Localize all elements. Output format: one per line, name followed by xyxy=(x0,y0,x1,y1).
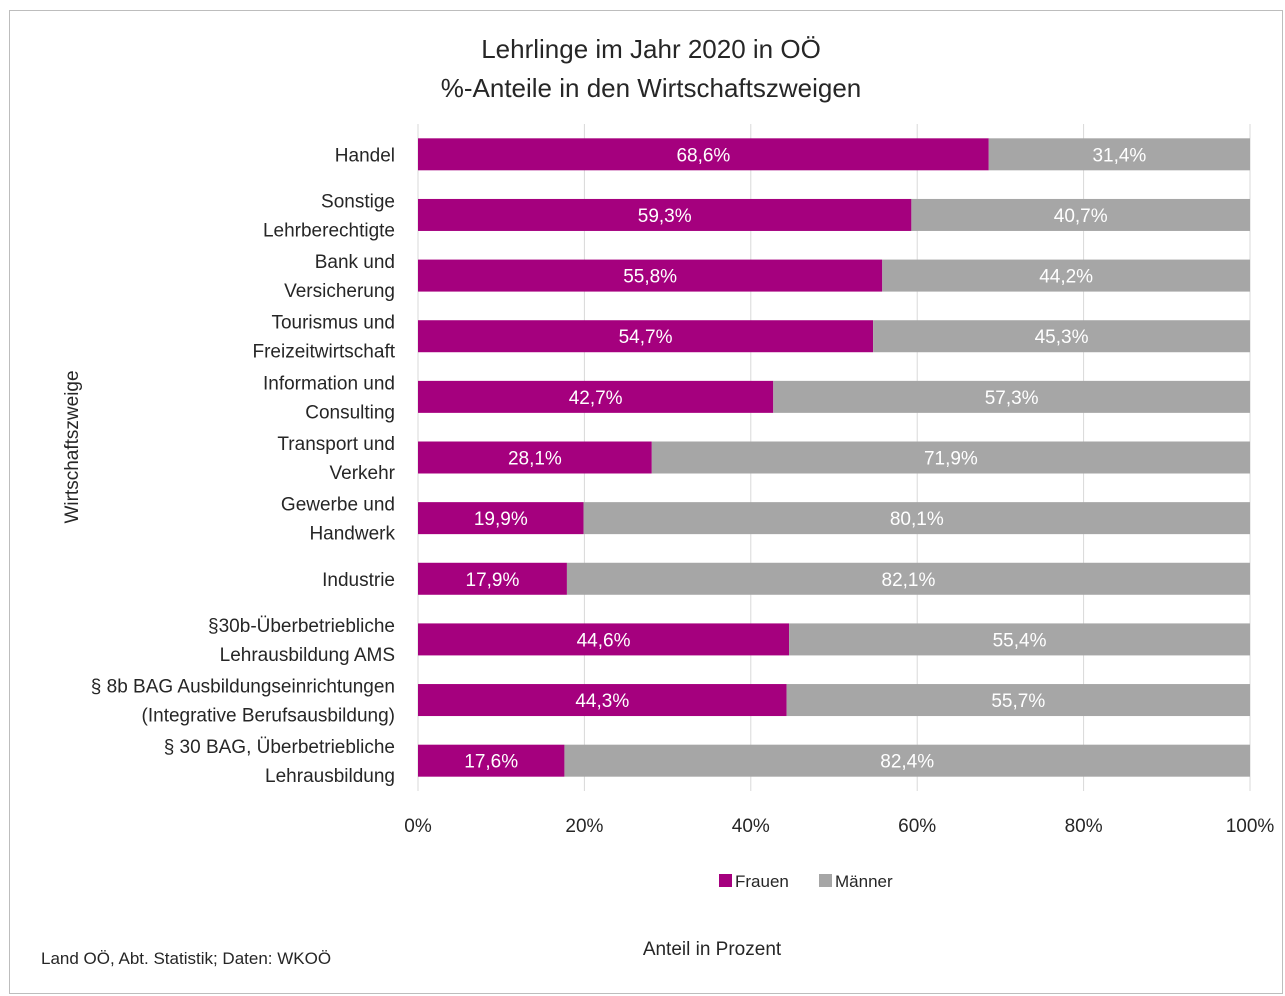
bar-mnner xyxy=(566,562,1250,595)
bar-frauen xyxy=(418,198,912,231)
data-label: 82,1% xyxy=(882,570,936,591)
bar-frauen xyxy=(418,320,874,353)
category-labels: Handel Sonstige Lehrberechtigte Bank und Ver… xyxy=(91,145,396,787)
category-label: § 30 BAG, Überbetriebliche xyxy=(164,737,395,758)
x-axis-title: Anteil in Prozent xyxy=(643,939,782,960)
data-label: 54,7% xyxy=(619,327,673,348)
category-label: Verkehr xyxy=(330,463,396,484)
category-label: Lehrberechtigte xyxy=(263,220,395,241)
data-label: 82,4% xyxy=(880,752,934,773)
source-note: Land OÖ, Abt. Statistik; Daten: WKOÖ xyxy=(41,949,331,968)
bar-mnner xyxy=(773,380,1250,413)
x-tick-label: 40% xyxy=(732,816,770,837)
x-tick-label: 60% xyxy=(898,816,936,837)
bar-mnner xyxy=(564,744,1250,777)
legend-label: Frauen xyxy=(735,872,789,891)
category-label: Lehrausbildung xyxy=(265,766,395,787)
bars xyxy=(418,138,1250,777)
category-label: Information und xyxy=(263,373,395,394)
category-label: §30b-Überbetriebliche xyxy=(208,616,395,637)
data-label: 19,9% xyxy=(474,509,528,530)
category-label: Industrie xyxy=(322,570,395,591)
category-label: Versicherung xyxy=(284,281,395,302)
data-label: 44,6% xyxy=(577,630,631,651)
category-label: Lehrausbildung AMS xyxy=(220,645,395,666)
x-tick-label: 100% xyxy=(1226,816,1275,837)
category-label: Tourismus und xyxy=(271,313,395,334)
data-label: 59,3% xyxy=(638,206,692,227)
data-label: 71,9% xyxy=(924,449,978,470)
chart-title: Lehrlinge im Jahr 2020 in OÖ %-Anteile i… xyxy=(441,34,862,103)
x-tick-label: 80% xyxy=(1065,816,1103,837)
bar-frauen xyxy=(418,623,790,656)
data-label: 42,7% xyxy=(569,388,623,409)
category-label: Handel xyxy=(335,145,395,166)
chart-title-line-2: %-Anteile in den Wirtschaftszweigen xyxy=(441,73,862,103)
data-label: 44,2% xyxy=(1039,267,1093,288)
bar-frauen xyxy=(418,684,787,717)
data-label: 44,3% xyxy=(575,691,629,712)
category-label: Bank und xyxy=(315,252,395,273)
bar-frauen xyxy=(418,259,883,292)
bar-mnner xyxy=(786,684,1250,717)
data-label: 31,4% xyxy=(1092,145,1146,166)
category-label: Sonstige xyxy=(321,191,395,212)
bar-frauen xyxy=(418,138,989,171)
data-label: 68,6% xyxy=(676,145,730,166)
category-label: Freizeitwirtschaft xyxy=(252,342,395,363)
y-axis-title: Wirtschaftszweige xyxy=(62,370,83,523)
category-label: Transport und xyxy=(277,434,395,455)
bar-mnner xyxy=(911,198,1250,231)
bar-mnner xyxy=(583,502,1250,535)
category-label: (Integrative Berufsausbildung) xyxy=(142,706,395,727)
legend-swatch xyxy=(719,874,732,887)
x-axis-ticks: 0% 20% 40% 60% 80% 100% xyxy=(404,816,1274,837)
data-label: 80,1% xyxy=(890,509,944,530)
bar-frauen xyxy=(418,744,565,777)
category-label: Handwerk xyxy=(309,524,395,545)
legend: Frauen Männer xyxy=(719,872,893,891)
data-label: 55,4% xyxy=(993,630,1047,651)
chart-frame xyxy=(9,10,1283,994)
bar-frauen xyxy=(418,562,567,595)
data-labels: 68,6% 31,4% 59,3% 40,7% 55,8% 44,2% 54,7% 45,3%… xyxy=(464,145,1146,772)
data-label: 40,7% xyxy=(1054,206,1108,227)
bar-mnner xyxy=(789,623,1250,656)
x-tick-label: 0% xyxy=(404,816,432,837)
data-label: 17,6% xyxy=(464,752,518,773)
category-label: Gewerbe und xyxy=(281,495,395,516)
category-label: Consulting xyxy=(305,402,395,423)
bar-mnner xyxy=(873,320,1250,353)
bar-frauen xyxy=(418,441,652,474)
bar-mnner xyxy=(651,441,1250,474)
bar-frauen xyxy=(418,380,774,413)
data-label: 57,3% xyxy=(985,388,1039,409)
bar-mnner xyxy=(882,259,1250,292)
chart-title-line-1: Lehrlinge im Jahr 2020 in OÖ xyxy=(481,34,821,64)
data-label: 55,7% xyxy=(991,691,1045,712)
data-label: 55,8% xyxy=(623,267,677,288)
bar-frauen xyxy=(418,502,584,535)
category-label: § 8b BAG Ausbildungseinrichtungen xyxy=(91,677,395,698)
data-label: 17,9% xyxy=(466,570,520,591)
data-label: 45,3% xyxy=(1035,327,1089,348)
legend-label: Männer xyxy=(835,872,893,891)
x-tick-label: 20% xyxy=(565,816,603,837)
legend-swatch xyxy=(819,874,832,887)
data-label: 28,1% xyxy=(508,449,562,470)
bar-mnner xyxy=(988,138,1250,171)
